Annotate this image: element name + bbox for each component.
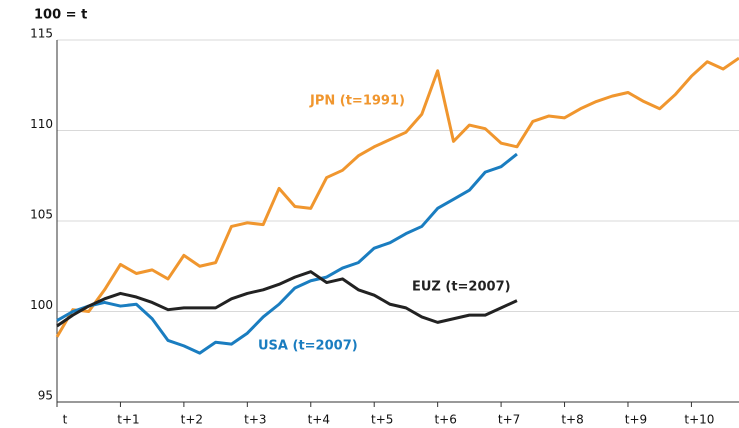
series-label: EUZ (t=2007) xyxy=(412,280,511,295)
series-line xyxy=(56,152,518,355)
y-tick-label: 105 xyxy=(30,208,53,222)
x-tick-label: t+7 xyxy=(498,413,520,427)
x-tick-label: t+1 xyxy=(117,413,139,427)
x-tick-label: t+6 xyxy=(434,413,456,427)
x-tick-label: t+5 xyxy=(371,413,393,427)
x-tick-label: t xyxy=(63,413,68,427)
x-tick-label: t+9 xyxy=(625,413,647,427)
series-label: USA (t=2007) xyxy=(258,339,358,354)
y-tick-label: 100 xyxy=(30,298,53,312)
series-line xyxy=(56,270,518,328)
series-label: JPN (t=1991) xyxy=(309,94,405,109)
series-line xyxy=(55,56,739,338)
x-tick-label: t+10 xyxy=(684,413,714,427)
y-tick-label: 95 xyxy=(38,389,53,403)
x-tick-label: t+8 xyxy=(561,413,583,427)
y-axis-label: 100 = t xyxy=(34,8,87,23)
x-tick-label: t+4 xyxy=(308,413,330,427)
x-tick-label: t+3 xyxy=(244,413,266,427)
y-tick-label: 115 xyxy=(30,27,53,41)
x-tick-label: t+2 xyxy=(181,413,203,427)
y-tick-label: 110 xyxy=(30,117,53,131)
